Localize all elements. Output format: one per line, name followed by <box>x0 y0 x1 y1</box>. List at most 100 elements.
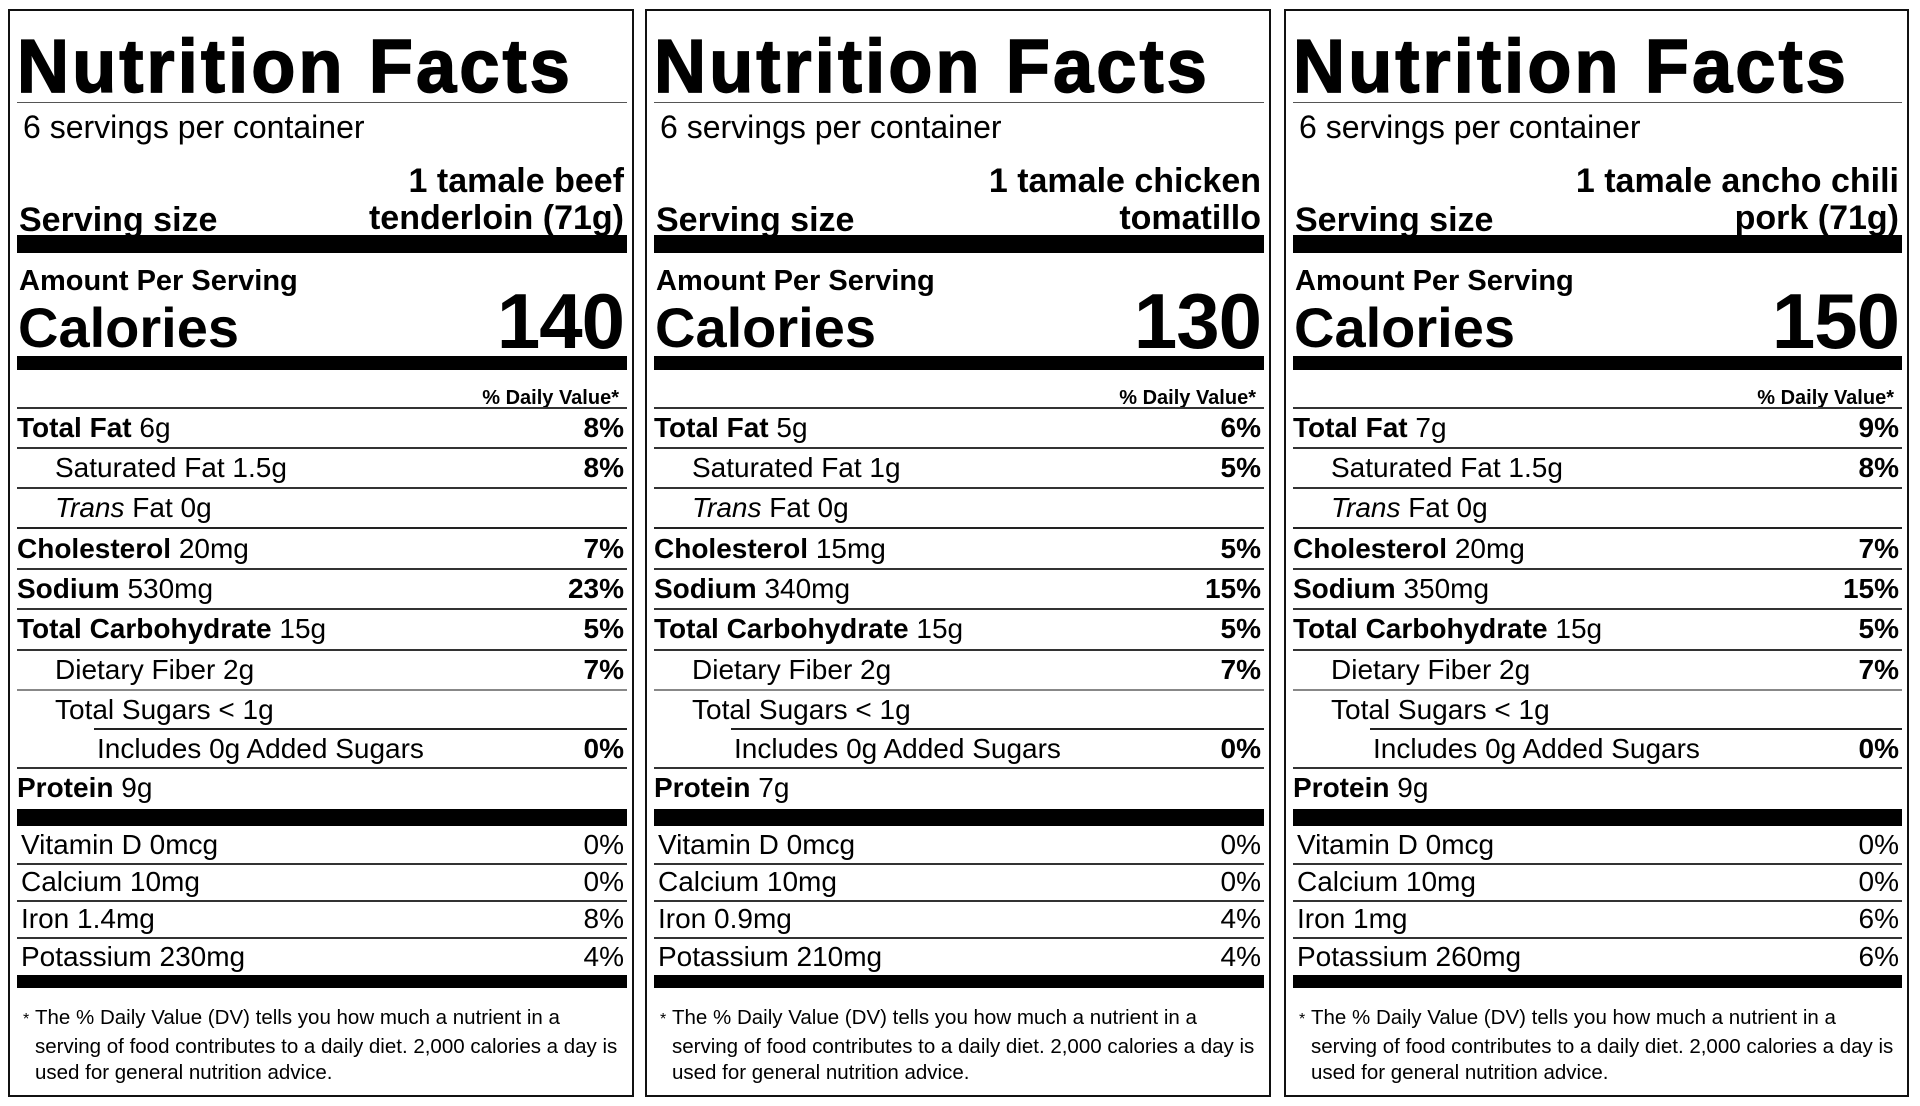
nutrient-row-total-fat: Total Fat 6g 8% <box>17 408 627 448</box>
vitamin-name: Vitamin D 0mcg <box>1297 828 1495 860</box>
calories-label: Calories <box>18 296 239 359</box>
nutrient-name: Trans Fat 0g <box>1331 492 1488 523</box>
divider <box>1293 407 1902 409</box>
nutrient-name: Total Fat 6g <box>17 412 171 443</box>
nutrient-row-total-sugars: Total Sugars < 1g <box>1293 691 1902 729</box>
daily-value-footnote: * The % Daily Value (DV) tells you how mu… <box>654 1005 1264 1089</box>
divider <box>17 937 627 939</box>
thick-divider <box>654 809 1264 826</box>
nutrient-row-saturated-fat: Saturated Fat 1.5g 8% <box>17 448 627 488</box>
vitamin-row: Potassium 210mg 4% <box>654 938 1264 976</box>
label-content: Nutrition Facts 6 servings per container… <box>16 11 627 1095</box>
nutrient-name: Total Fat 7g <box>1293 412 1447 443</box>
servings-per-container: 6 servings per container <box>23 109 365 145</box>
thick-divider <box>17 356 627 370</box>
divider <box>731 728 1264 730</box>
divider <box>1293 102 1902 103</box>
nutrient-dv: 7% <box>583 533 624 564</box>
divider <box>17 900 627 902</box>
vitamin-row: Potassium 260mg 6% <box>1293 938 1902 976</box>
label-title: Nutrition Facts <box>16 24 574 110</box>
vitamin-name: Calcium 10mg <box>1297 866 1476 897</box>
nutrient-name: Includes 0g Added Sugars <box>97 733 424 764</box>
nutrient-row-dietary-fiber: Dietary Fiber 2g 7% <box>17 650 627 690</box>
vitamin-name: Potassium 260mg <box>1297 941 1522 972</box>
serving-size-label: Serving size <box>1295 201 1494 239</box>
divider <box>1370 728 1902 730</box>
nutrient-name: Trans Fat 0g <box>55 492 212 523</box>
divider <box>17 568 627 570</box>
vitamin-row: Calcium 10mg 0% <box>654 864 1264 900</box>
footnote-asterisk: * <box>1299 1011 1306 1028</box>
divider <box>1293 900 1902 902</box>
footnote-asterisk: * <box>23 1011 30 1028</box>
serving-size-label: Serving size <box>656 201 855 239</box>
nutrient-row-saturated-fat: Saturated Fat 1.5g 8% <box>1293 448 1902 488</box>
nutrient-row-cholesterol: Cholesterol 20mg 7% <box>17 529 627 569</box>
calories-label: Calories <box>655 296 876 359</box>
nutrient-name: Total Sugars < 1g <box>1331 694 1550 725</box>
divider <box>654 649 1264 651</box>
nutrient-row-dietary-fiber: Dietary Fiber 2g 7% <box>1293 650 1902 690</box>
divider <box>654 608 1264 610</box>
footnote-text: The % Daily Value (DV) tells you how muc… <box>672 1006 1255 1084</box>
divider <box>17 407 627 409</box>
nutrient-name: Protein 9g <box>17 772 153 803</box>
nutrient-dv: 7% <box>583 654 624 685</box>
thick-divider <box>17 975 627 988</box>
divider <box>1293 487 1902 489</box>
nutrient-dv: 7% <box>1858 533 1899 564</box>
divider <box>1293 937 1902 939</box>
nutrient-row-total-sugars: Total Sugars < 1g <box>17 691 627 729</box>
vitamin-dv: 4% <box>1220 903 1261 934</box>
nutrient-row-trans-fat: Trans Fat 0g <box>654 488 1264 528</box>
divider <box>1293 568 1902 570</box>
nutrient-name: Includes 0g Added Sugars <box>734 733 1061 764</box>
nutrient-name: Saturated Fat 1.5g <box>55 452 287 483</box>
vitamin-dv: 8% <box>583 903 624 934</box>
nutrient-row-protein: Protein 9g <box>17 768 627 808</box>
nutrient-row-sodium: Sodium 340mg 15% <box>654 569 1264 609</box>
vitamin-row: Vitamin D 0mcg 0% <box>1293 826 1902 863</box>
nutrient-dv: 5% <box>1220 452 1261 483</box>
nutrient-name: Saturated Fat 1g <box>692 452 901 483</box>
nutrient-name: Saturated Fat 1.5g <box>1331 452 1563 483</box>
divider <box>17 689 627 691</box>
daily-value-footnote: * The % Daily Value (DV) tells you how mu… <box>17 1005 627 1089</box>
thick-divider <box>654 235 1264 253</box>
nutrient-name: Protein 9g <box>1293 772 1429 803</box>
nutrition-facts-label-2: Nutrition Facts 6 servings per container… <box>645 9 1271 1097</box>
nutrient-dv: 15% <box>1842 573 1899 604</box>
divider <box>17 527 627 529</box>
divider <box>654 900 1264 902</box>
nutrient-dv: 5% <box>1220 613 1261 644</box>
vitamin-name: Calcium 10mg <box>658 866 837 897</box>
nutrient-row-added-sugars: Includes 0g Added Sugars 0% <box>17 730 627 768</box>
label-title: Nutrition Facts <box>653 24 1211 110</box>
nutrient-dv: 23% <box>567 573 624 604</box>
nutrient-dv: 5% <box>583 613 624 644</box>
serving-size-value: 1 tamale chicken tomatillo <box>988 162 1261 237</box>
footnote-text: The % Daily Value (DV) tells you how muc… <box>35 1006 618 1084</box>
nutrient-dv: 15% <box>1204 573 1261 604</box>
nutrient-name: Sodium 530mg <box>17 573 214 604</box>
servings-per-container: 6 servings per container <box>660 109 1002 145</box>
divider <box>17 447 627 449</box>
nutrient-name: Dietary Fiber 2g <box>55 654 255 685</box>
thick-divider <box>654 356 1264 370</box>
nutrient-dv: 0% <box>1220 733 1261 764</box>
divider <box>17 767 627 769</box>
nutrient-dv: 5% <box>1220 533 1261 564</box>
nutrient-row-added-sugars: Includes 0g Added Sugars 0% <box>1293 730 1902 768</box>
nutrient-name: Includes 0g Added Sugars <box>1373 733 1700 764</box>
nutrient-dv: 8% <box>1858 452 1899 483</box>
label-title: Nutrition Facts <box>1292 24 1850 110</box>
vitamin-name: Vitamin D 0mcg <box>21 828 219 860</box>
divider <box>94 728 627 730</box>
nutrient-name: Sodium 340mg <box>654 573 851 604</box>
nutrient-dv: 6% <box>1220 412 1261 443</box>
nutrient-row-total-carbohydrate: Total Carbohydrate 15g 5% <box>654 609 1264 649</box>
nutrient-row-protein: Protein 9g <box>1293 768 1902 808</box>
vitamin-dv: 0% <box>583 866 624 897</box>
divider <box>654 568 1264 570</box>
